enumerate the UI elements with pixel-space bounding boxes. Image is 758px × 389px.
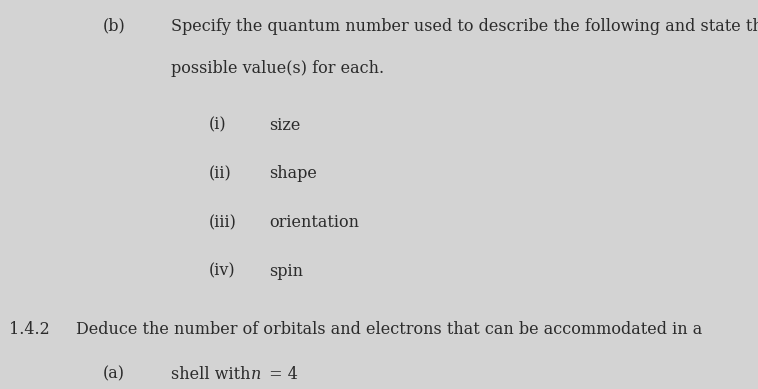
Text: (iii): (iii) — [208, 214, 236, 231]
Text: (a): (a) — [102, 366, 124, 383]
Text: spin: spin — [269, 263, 303, 280]
Text: shape: shape — [269, 165, 317, 182]
Text: = 4: = 4 — [264, 366, 298, 383]
Text: (ii): (ii) — [208, 165, 231, 182]
Text: size: size — [269, 117, 300, 134]
Text: (b): (b) — [102, 18, 125, 35]
Text: Specify the quantum number used to describe the following and state the: Specify the quantum number used to descr… — [171, 18, 758, 35]
Text: orientation: orientation — [269, 214, 359, 231]
Text: (i): (i) — [208, 117, 226, 134]
Text: shell with: shell with — [171, 366, 255, 383]
Text: possible value(s) for each.: possible value(s) for each. — [171, 60, 384, 77]
Text: n: n — [251, 366, 262, 383]
Text: 1.4.2: 1.4.2 — [9, 321, 50, 338]
Text: (iv): (iv) — [208, 263, 235, 280]
Text: Deduce the number of orbitals and electrons that can be accommodated in a: Deduce the number of orbitals and electr… — [76, 321, 702, 338]
